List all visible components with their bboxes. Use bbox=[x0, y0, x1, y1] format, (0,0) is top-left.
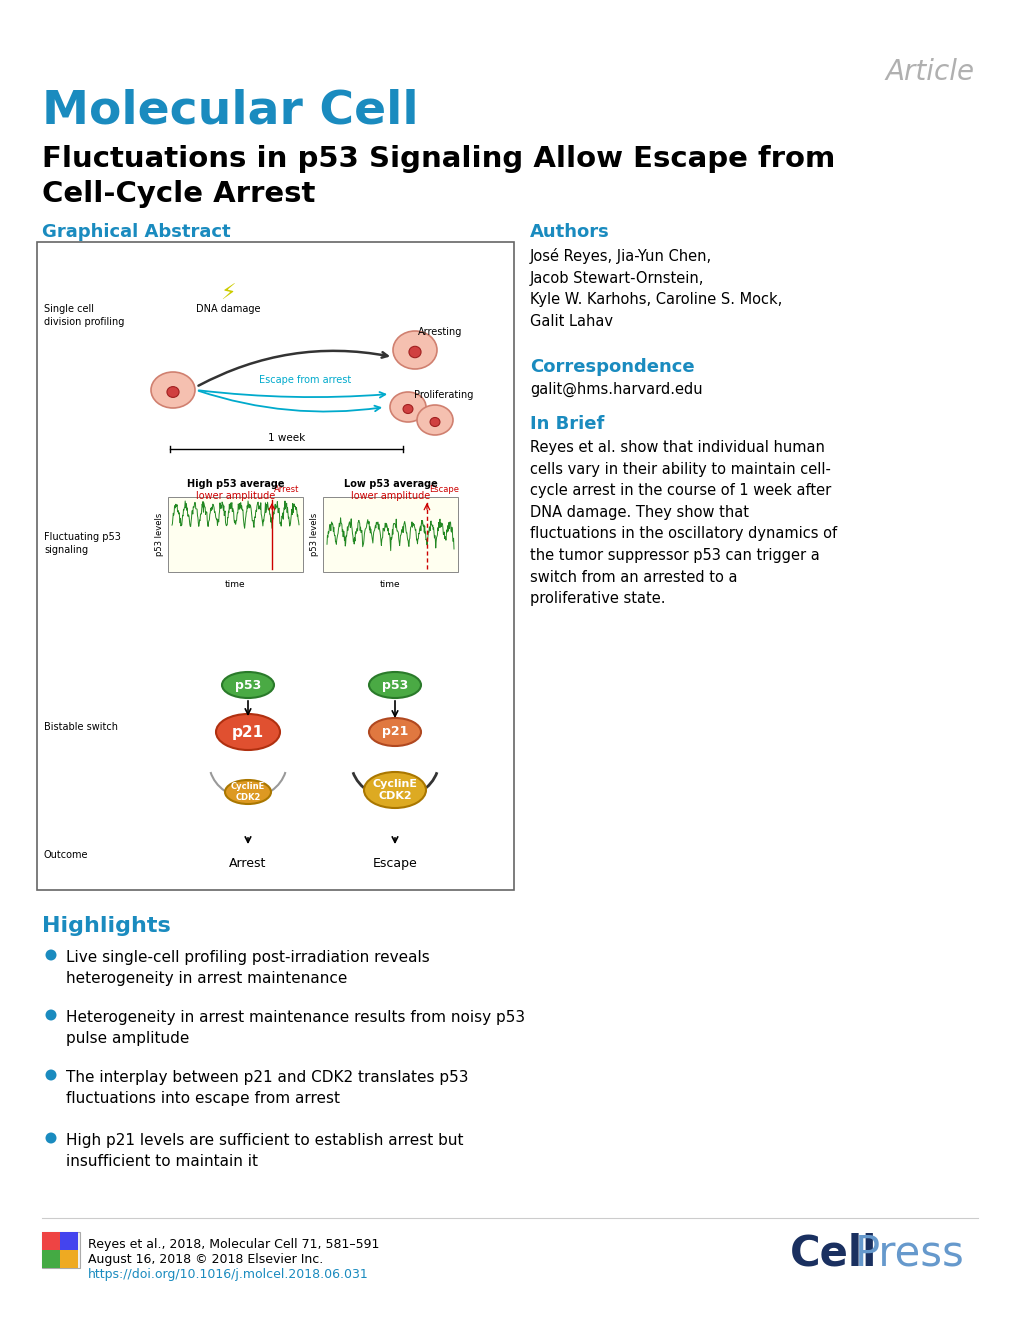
Text: Bistable switch: Bistable switch bbox=[44, 722, 118, 732]
Bar bbox=[42, 1233, 60, 1250]
Text: lower amplitude: lower amplitude bbox=[351, 491, 430, 500]
Text: Escape from arrest: Escape from arrest bbox=[259, 375, 351, 385]
Text: p21: p21 bbox=[231, 724, 264, 740]
Bar bbox=[60, 1250, 77, 1268]
Text: Press: Press bbox=[854, 1233, 964, 1274]
Ellipse shape bbox=[151, 372, 195, 408]
Text: August 16, 2018 © 2018 Elsevier Inc.: August 16, 2018 © 2018 Elsevier Inc. bbox=[88, 1253, 323, 1266]
Circle shape bbox=[46, 949, 56, 960]
Ellipse shape bbox=[222, 673, 274, 698]
Text: Molecular Cell: Molecular Cell bbox=[42, 87, 418, 132]
Text: https://doi.org/10.1016/j.molcel.2018.06.031: https://doi.org/10.1016/j.molcel.2018.06… bbox=[88, 1268, 369, 1282]
Text: CyclinE
CDK2: CyclinE CDK2 bbox=[372, 780, 417, 801]
Ellipse shape bbox=[369, 673, 421, 698]
Ellipse shape bbox=[369, 718, 421, 745]
Bar bbox=[60, 1233, 77, 1250]
Text: Cell-Cycle Arrest: Cell-Cycle Arrest bbox=[42, 180, 315, 208]
Text: time: time bbox=[225, 580, 246, 589]
Ellipse shape bbox=[364, 772, 426, 808]
Text: José Reyes, Jia-Yun Chen,
Jacob Stewart-Ornstein,
Kyle W. Karhohs, Caroline S. M: José Reyes, Jia-Yun Chen, Jacob Stewart-… bbox=[530, 248, 782, 328]
Circle shape bbox=[46, 1009, 56, 1021]
Circle shape bbox=[46, 1132, 56, 1144]
Text: High p21 levels are sufficient to establish arrest but
insufficient to maintain : High p21 levels are sufficient to establ… bbox=[66, 1133, 463, 1169]
Ellipse shape bbox=[225, 780, 271, 804]
Text: Fluctuations in p53 Signaling Allow Escape from: Fluctuations in p53 Signaling Allow Esca… bbox=[42, 146, 835, 173]
Text: p53 levels: p53 levels bbox=[310, 512, 319, 556]
Text: Highlights: Highlights bbox=[42, 916, 170, 936]
Text: Reyes et al., 2018, Molecular Cell 71, 581–591: Reyes et al., 2018, Molecular Cell 71, 5… bbox=[88, 1238, 379, 1251]
Bar bbox=[42, 1250, 60, 1268]
Text: Low p53 average: Low p53 average bbox=[343, 479, 437, 489]
Text: 1 week: 1 week bbox=[268, 433, 305, 444]
Circle shape bbox=[46, 1070, 56, 1080]
Text: In Brief: In Brief bbox=[530, 414, 604, 433]
Text: Arrest: Arrest bbox=[274, 485, 299, 494]
Text: High p53 average: High p53 average bbox=[186, 479, 284, 489]
Text: Reyes et al. show that individual human
cells vary in their ability to maintain : Reyes et al. show that individual human … bbox=[530, 440, 837, 606]
Text: Heterogeneity in arrest maintenance results from noisy p53
pulse amplitude: Heterogeneity in arrest maintenance resu… bbox=[66, 1010, 525, 1046]
Text: Outcome: Outcome bbox=[44, 850, 89, 861]
Text: p53 levels: p53 levels bbox=[155, 512, 164, 556]
Text: p53: p53 bbox=[234, 678, 261, 691]
Text: ⚡: ⚡ bbox=[220, 285, 235, 305]
Text: Authors: Authors bbox=[530, 222, 609, 241]
Text: p21: p21 bbox=[381, 726, 408, 739]
Text: DNA damage: DNA damage bbox=[196, 305, 260, 314]
Ellipse shape bbox=[392, 331, 436, 369]
Bar bbox=[168, 496, 303, 572]
Text: time: time bbox=[380, 580, 400, 589]
Text: Single cell
division profiling: Single cell division profiling bbox=[44, 305, 124, 327]
Ellipse shape bbox=[409, 347, 421, 357]
Text: Arrest: Arrest bbox=[229, 857, 266, 870]
Ellipse shape bbox=[389, 392, 426, 422]
Text: Live single-cell profiling post-irradiation reveals
heterogeneity in arrest main: Live single-cell profiling post-irradiat… bbox=[66, 951, 429, 986]
Text: p53: p53 bbox=[381, 678, 408, 691]
Text: Article: Article bbox=[886, 58, 974, 86]
Bar bbox=[323, 496, 458, 572]
Text: Proliferating: Proliferating bbox=[414, 391, 473, 400]
Ellipse shape bbox=[417, 405, 452, 436]
Ellipse shape bbox=[216, 714, 280, 749]
Ellipse shape bbox=[430, 417, 439, 426]
Text: Escape: Escape bbox=[372, 857, 417, 870]
Text: Graphical Abstract: Graphical Abstract bbox=[42, 222, 230, 241]
Text: Correspondence: Correspondence bbox=[530, 357, 694, 376]
Ellipse shape bbox=[403, 405, 413, 413]
Text: CyclinE
CDK2: CyclinE CDK2 bbox=[230, 782, 265, 802]
Ellipse shape bbox=[167, 387, 179, 397]
Bar bbox=[37, 242, 514, 890]
Text: Arresting: Arresting bbox=[418, 327, 462, 338]
Text: The interplay between p21 and CDK2 translates p53
fluctuations into escape from : The interplay between p21 and CDK2 trans… bbox=[66, 1070, 468, 1106]
Text: Cell: Cell bbox=[790, 1233, 876, 1274]
Text: Fluctuating p53
signaling: Fluctuating p53 signaling bbox=[44, 532, 121, 555]
Text: Escape: Escape bbox=[429, 485, 459, 494]
Bar bbox=[42, 1233, 79, 1268]
Text: lower amplitude: lower amplitude bbox=[196, 491, 275, 500]
Text: galit@hms.harvard.edu: galit@hms.harvard.edu bbox=[530, 383, 702, 397]
